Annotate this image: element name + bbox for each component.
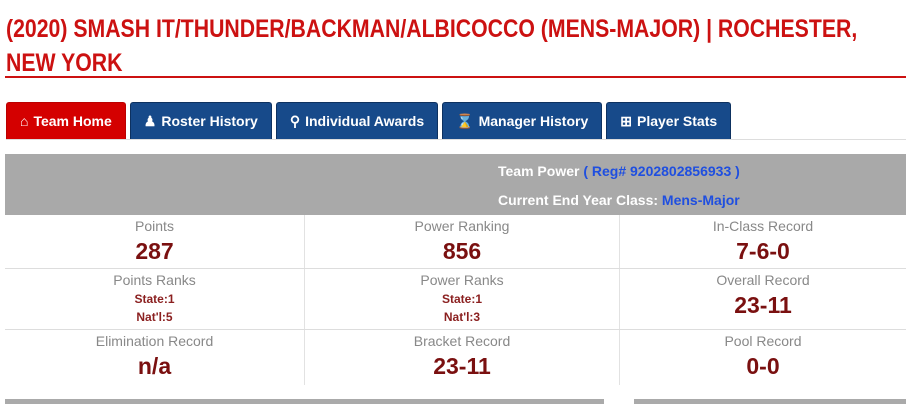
section-header-left [5,399,604,404]
class-value: Mens-Major [661,192,740,208]
stats-grid: Points 287 Power Ranking 856 In-Class Reco… [5,215,906,385]
power-ranks-cell: Power Ranks State:1 Nat'l:3 [305,269,620,329]
stat-value: 23-11 [433,353,491,379]
points-ranks-cell: Points Ranks State:1 Nat'l:5 [5,269,305,329]
stat-value: 0-0 [746,353,780,379]
stat-label: Points Ranks [113,272,196,288]
home-icon: ⌂ [20,113,29,129]
tab-bar: ⌂ Team Home ♟ Roster History ⚲ Individual A… [6,102,732,139]
page-title: (2020) SMASH IT/THUNDER/BACKMAN/ALBICOCC… [6,15,858,77]
stat-label: Points [135,218,174,234]
section-header-right [634,399,906,404]
stat-label: In-Class Record [712,218,814,234]
team-power-label: Team Power [498,163,580,179]
table-icon: ⊞ [620,112,632,129]
stat-label: Pool Record [724,333,802,349]
tab-team-home[interactable]: ⌂ Team Home [6,102,126,139]
state-rank: State:1 [134,292,175,306]
title-divider [5,76,906,78]
elimination-record-cell: Elimination Record n/a [5,330,305,385]
hourglass-icon: ⌛ [456,112,474,129]
team-banner: Team Power ( Reg# 9202802856933 ) Curren… [5,154,906,215]
reg-number: ( Reg# 9202802856933 ) [583,163,740,179]
class-label: Current End Year Class: [498,192,659,208]
stat-value: 287 [135,238,174,264]
tab-label: Team Home [33,113,112,129]
pool-record-cell: Pool Record 0-0 [620,330,906,385]
stat-label: Power Ranking [414,218,510,234]
stat-label: Overall Record [716,272,810,288]
stat-label: Elimination Record [95,333,214,349]
tab-roster-history[interactable]: ♟ Roster History [129,102,272,139]
stat-value: 7-6-0 [736,238,790,264]
stat-label: Bracket Record [413,333,511,349]
tab-label: Manager History [478,113,589,129]
tab-label: Player Stats [637,113,718,129]
tab-divider [6,139,906,140]
stat-value: 856 [442,238,482,264]
stat-value: 23-11 [734,292,792,318]
overall-record-cell: Overall Record 23-11 [620,269,906,329]
natl-rank: Nat'l:5 [136,310,173,324]
tab-manager-history[interactable]: ⌛ Manager History [442,102,603,139]
bracket-record-cell: Bracket Record 23-11 [305,330,620,385]
natl-rank: Nat'l:3 [443,310,481,324]
in-class-record-cell: In-Class Record 7-6-0 [620,215,906,268]
tab-individual-awards[interactable]: ⚲ Individual Awards [275,102,439,139]
tab-label: Roster History [161,113,258,129]
tab-player-stats[interactable]: ⊞ Player Stats [606,102,732,139]
users-icon: ♟ [143,112,157,129]
power-ranking-cell: Power Ranking 856 [305,215,620,268]
stat-label: Power Ranks [420,272,504,288]
tab-label: Individual Awards [305,113,425,129]
stat-value: n/a [137,353,172,379]
trophy-icon: ⚲ [289,112,301,129]
state-rank: State:1 [441,292,482,306]
points-cell: Points 287 [5,215,305,268]
